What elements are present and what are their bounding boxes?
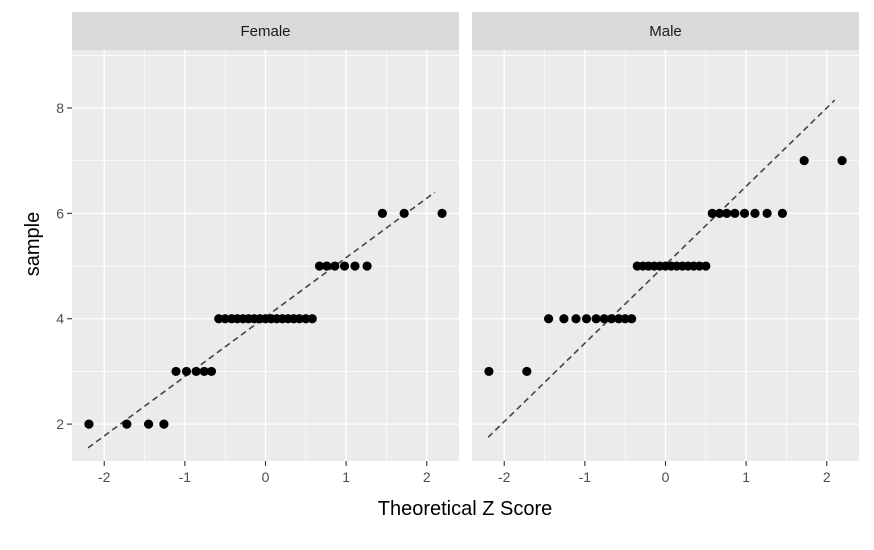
data-point bbox=[762, 208, 772, 218]
data-point bbox=[722, 208, 732, 218]
data-point bbox=[707, 208, 717, 218]
data-point bbox=[799, 156, 809, 166]
data-point bbox=[399, 208, 409, 218]
data-point bbox=[484, 366, 494, 377]
facet-strip-label: Female bbox=[240, 23, 290, 40]
data-point bbox=[591, 314, 601, 324]
data-point bbox=[620, 314, 630, 324]
y-axis-title: sample bbox=[22, 212, 44, 276]
data-point bbox=[701, 261, 711, 271]
x-axis-female: -2 -1 0 1 2 bbox=[98, 461, 431, 485]
data-point bbox=[143, 419, 154, 429]
x-axis-male: -2 -1 0 1 2 bbox=[498, 461, 831, 485]
data-point bbox=[294, 314, 304, 324]
data-point bbox=[522, 366, 532, 377]
y-tick-label: 4 bbox=[56, 311, 64, 327]
data-point bbox=[84, 419, 94, 429]
data-point bbox=[330, 261, 340, 271]
data-point bbox=[571, 314, 581, 324]
x-tick-label: -2 bbox=[98, 469, 111, 485]
data-point bbox=[837, 156, 847, 166]
data-point bbox=[159, 419, 169, 429]
data-point bbox=[614, 314, 624, 324]
data-point bbox=[599, 314, 609, 324]
x-tick-label: 2 bbox=[823, 469, 831, 485]
data-point bbox=[627, 314, 637, 324]
data-point bbox=[301, 314, 311, 324]
data-point bbox=[750, 208, 760, 218]
data-point bbox=[739, 208, 750, 218]
data-point bbox=[220, 314, 230, 324]
data-point bbox=[694, 261, 704, 271]
y-tick-label: 2 bbox=[56, 416, 64, 432]
facet-panel-male: Male bbox=[472, 12, 859, 461]
data-point bbox=[199, 366, 209, 377]
data-point bbox=[339, 261, 350, 271]
facet-strip bbox=[472, 12, 859, 50]
data-point bbox=[214, 314, 224, 324]
facet-panel-female: Female bbox=[72, 12, 459, 461]
facet-strip bbox=[72, 12, 459, 50]
x-tick-label: -1 bbox=[179, 469, 192, 485]
data-point bbox=[362, 261, 372, 271]
data-point bbox=[714, 208, 725, 218]
data-point bbox=[543, 314, 554, 324]
x-tick-label: 2 bbox=[423, 469, 431, 485]
data-point bbox=[191, 366, 201, 377]
data-point bbox=[377, 208, 388, 218]
x-tick-label: -2 bbox=[498, 469, 511, 485]
data-point bbox=[777, 208, 788, 218]
facet-panels: Female Male bbox=[72, 12, 859, 461]
x-tick-label: 1 bbox=[342, 469, 350, 485]
x-tick-label: 0 bbox=[662, 469, 670, 485]
data-point bbox=[581, 314, 592, 324]
data-point bbox=[206, 366, 217, 377]
facet-strip-label: Male bbox=[649, 23, 682, 40]
data-point bbox=[171, 366, 181, 377]
data-point bbox=[350, 261, 360, 271]
data-point bbox=[322, 261, 332, 271]
data-point bbox=[730, 208, 740, 218]
data-point bbox=[181, 366, 192, 377]
x-axis-title: Theoretical Z Score bbox=[378, 498, 553, 520]
data-point bbox=[606, 314, 617, 324]
x-tick-label: -1 bbox=[579, 469, 592, 485]
x-tick-label: 1 bbox=[742, 469, 750, 485]
y-tick-label: 6 bbox=[56, 205, 64, 221]
x-tick-label: 0 bbox=[262, 469, 270, 485]
y-axis: 2 4 6 8 bbox=[56, 100, 72, 432]
data-point bbox=[314, 261, 325, 271]
x-axes: -2 -1 0 1 2 -2 -1 0 1 2 bbox=[98, 461, 831, 485]
data-point bbox=[437, 208, 447, 218]
data-point bbox=[559, 314, 569, 324]
y-tick-label: 8 bbox=[56, 100, 64, 116]
data-point bbox=[122, 419, 132, 429]
data-point bbox=[307, 314, 317, 324]
